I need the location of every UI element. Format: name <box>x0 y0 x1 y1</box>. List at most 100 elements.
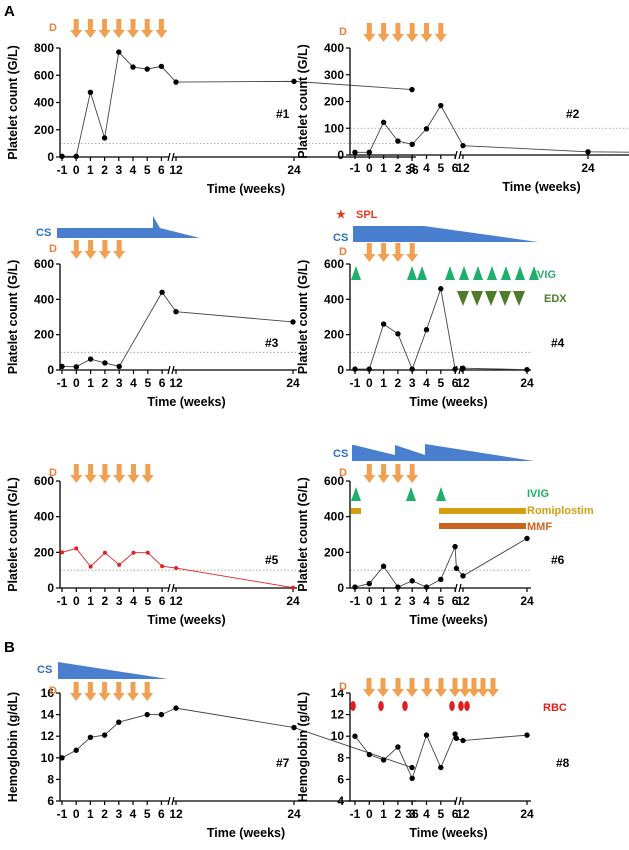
chart-7-drug-arrow-shaft <box>102 682 108 694</box>
chart-3-x-tick-label: 3 <box>116 376 123 390</box>
chart-5-data-point <box>291 585 295 590</box>
chart-5-drug-arrow-head <box>127 475 140 483</box>
chart-2-x-tick-label: 4 <box>423 161 430 175</box>
chart-8-drug-arrow-head <box>377 689 389 697</box>
chart-6-romiplostim-bar-pre <box>351 508 361 514</box>
chart-2-data-point <box>438 102 444 109</box>
chart-1-patient-label: #1 <box>276 107 290 121</box>
chart-4-data-point <box>366 366 372 372</box>
chart-7-drug-arrow-head <box>141 693 154 701</box>
chart-8-drug-arrow-head <box>421 689 433 697</box>
chart-6-data-point <box>423 584 430 590</box>
chart-2-x-tick-label: -1 <box>350 161 361 175</box>
chart-6-ivig-triangle <box>406 487 416 501</box>
chart-1-x-tick-label: 6 <box>158 163 165 177</box>
chart-3-drug-arrow-head <box>70 251 83 259</box>
chart-5-data-point <box>74 546 79 551</box>
chart-7-data-point <box>158 711 165 718</box>
chart-3-cs-annotation: CS <box>36 216 200 239</box>
chart-3-drug-arrow-shaft <box>116 240 122 252</box>
chart-6-cs-wedge <box>352 444 534 461</box>
chart-4-drug-arrow-head <box>363 254 376 262</box>
chart-6-drug-arrow-shaft <box>409 464 415 476</box>
chart-3-x-tick-label: 0 <box>73 376 80 390</box>
chart-1-data-point <box>116 49 122 55</box>
chart-2-x-tick-label: 24 <box>581 161 595 175</box>
chart-3-data-point <box>59 363 65 370</box>
chart-7-x-tick-label: 4 <box>130 807 137 821</box>
chart-8-drug-arrow-shaft <box>438 678 444 690</box>
chart-8-data-point <box>395 744 401 750</box>
chart-2-data-point <box>409 141 415 147</box>
chart-1-drug-arrow-shaft <box>87 19 93 31</box>
chart-5-drug-label: D <box>49 467 57 479</box>
chart-2-drug-arrow-shaft <box>381 23 387 35</box>
chart-6-x-tick-label: 1 <box>380 594 387 608</box>
chart-6-drug-arrow-shaft <box>395 464 401 476</box>
chart-7-data-point <box>409 764 415 771</box>
chart-6-data-point <box>452 543 458 550</box>
chart-5-drug-arrow-shaft <box>73 464 79 476</box>
chart-4-x-tick-label: 3 <box>409 376 416 390</box>
chart-4-data-point <box>352 366 358 372</box>
chart-2-x-tick-label: 3 <box>409 161 416 175</box>
chart-1-drug-arrow-head <box>127 30 139 38</box>
chart-3-drug-label: D <box>49 243 57 255</box>
chart-5-patient-label: #5 <box>265 553 279 567</box>
chart-1-x-tick-label: 0 <box>73 163 80 177</box>
chart-5-data-point <box>131 550 136 555</box>
chart-7-cs-annotation: CS <box>37 662 168 679</box>
chart-8-drug-arrow-head <box>449 689 461 697</box>
chart-8-y-tick-label: 14 <box>331 686 345 700</box>
chart-1-x-tick-label: 5 <box>144 163 151 177</box>
chart-8-y-tick-label: 8 <box>337 751 344 765</box>
chart-2-drug-arrow-shaft <box>438 23 444 35</box>
chart-7-drug-arrow-shaft <box>87 682 93 694</box>
chart-7-data-point <box>73 747 79 753</box>
chart-5-data-point <box>145 550 150 555</box>
chart-4-x-tick-label: 6 <box>452 376 459 390</box>
chart-3-x-tick-label: 4 <box>130 376 137 390</box>
chart-6-drug-arrow-head <box>391 475 404 483</box>
chart-2-patient-label: #2 <box>566 107 580 121</box>
chart-7-axis-break-a <box>167 796 171 806</box>
chart-2-x-tick-label: 6 <box>452 161 459 175</box>
chart-4-data-point <box>524 366 530 373</box>
chart-8-y-tick-label: 12 <box>331 708 345 722</box>
panel-label-b: B <box>4 639 15 656</box>
chart-1-x-tick-label: 2 <box>101 163 108 177</box>
chart-8-y-tick-label: 10 <box>331 729 345 743</box>
chart-4-drug-arrow-head <box>377 254 390 262</box>
chart-2-data-point <box>585 149 591 155</box>
chart-8-drug-arrow-shaft <box>480 678 486 690</box>
chart-7-data-point <box>116 719 122 725</box>
chart-7-x-tick-label: 1 <box>87 807 94 821</box>
chart-6-drug-arrow-shaft <box>366 464 372 476</box>
chart-4-ivig-triangle <box>501 266 511 280</box>
chart-4-x-tick-label: -1 <box>350 376 361 390</box>
chart-7-data-point <box>173 705 179 711</box>
chart-6-x-tick-label: 3 <box>409 594 416 608</box>
chart-3-drug-arrow-shaft <box>88 240 94 252</box>
chart-3-y-axis-title: Platelet count (G/L) <box>6 260 20 375</box>
chart-5-x-tick-label: 3 <box>116 594 123 608</box>
chart-5-y-tick-label: 400 <box>34 510 54 524</box>
chart-6-x-tick-label: 12 <box>456 594 470 608</box>
chart-8-patient-label: #8 <box>556 756 570 770</box>
chart-3-x-axis-title: Time (weeks) <box>147 395 225 409</box>
chart-1-data-point <box>87 89 94 95</box>
chart-1-data-point <box>409 86 415 93</box>
chart-4-x-tick-label: 0 <box>366 376 373 390</box>
chart-1-data-point <box>73 153 79 160</box>
chart-8-drug-arrow-shaft <box>409 678 415 690</box>
chart-4-y-tick-label: 0 <box>337 363 344 377</box>
chart-3-series-line <box>61 291 294 368</box>
chart-4-ivig-triangle <box>351 266 361 280</box>
chart-6-romiplostim-label: Romiplostim <box>527 505 594 517</box>
chart-5-x-tick-label: 24 <box>286 594 300 608</box>
chart-4-ivig-triangle <box>445 266 455 280</box>
